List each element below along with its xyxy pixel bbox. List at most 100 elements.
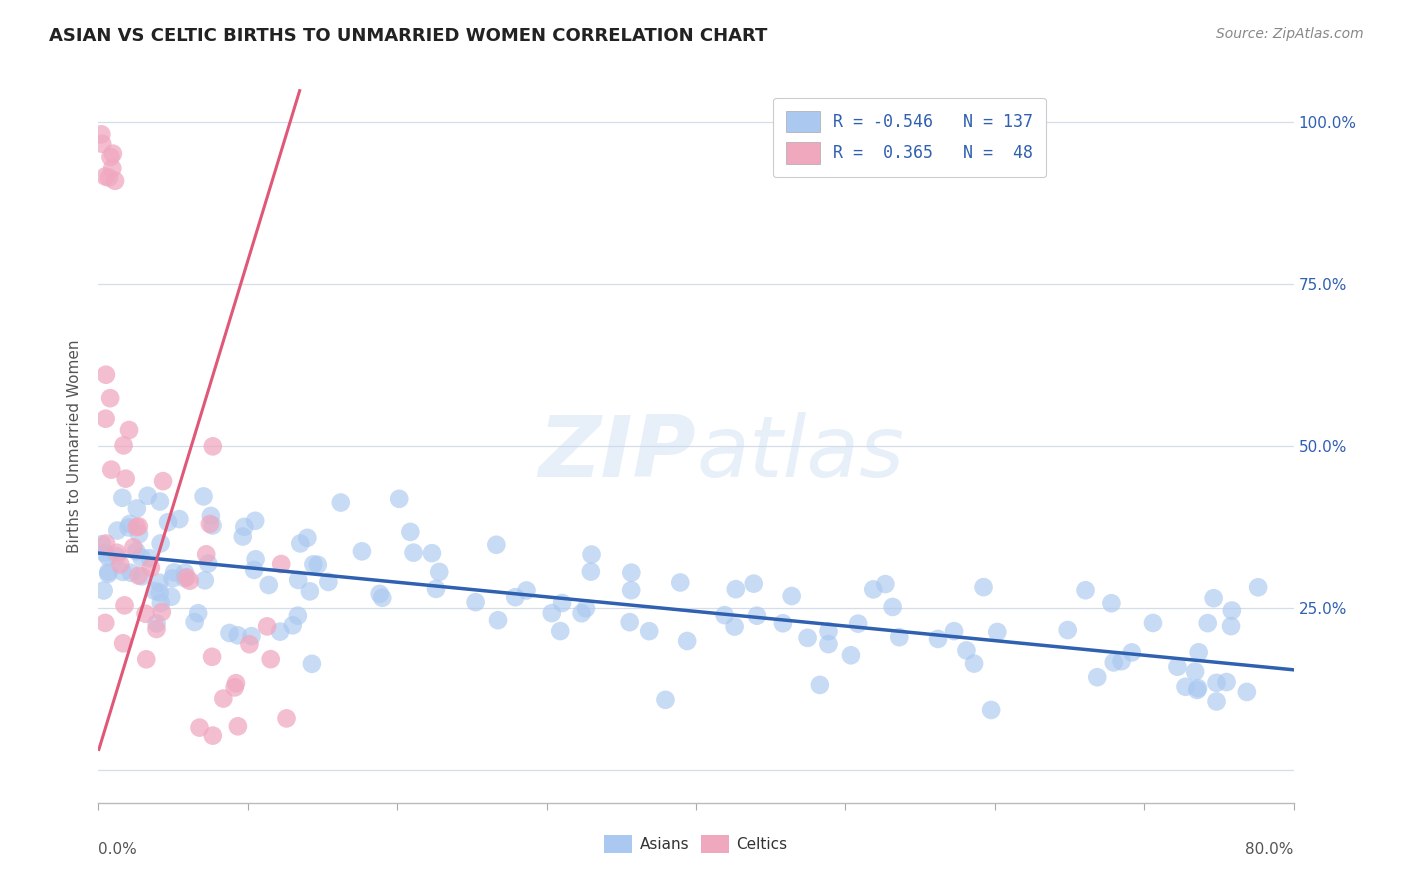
Point bbox=[94, 169, 117, 184]
Point bbox=[145, 622, 167, 636]
Point bbox=[90, 537, 112, 551]
Point bbox=[201, 439, 224, 453]
Point bbox=[1099, 596, 1122, 610]
Point bbox=[281, 618, 304, 632]
Point bbox=[1074, 583, 1097, 598]
Point bbox=[105, 549, 128, 564]
Point bbox=[581, 548, 603, 562]
Point bbox=[269, 624, 291, 639]
Point bbox=[120, 566, 142, 580]
Point bbox=[368, 587, 391, 601]
Point bbox=[302, 558, 325, 572]
Point bbox=[226, 628, 249, 642]
Point bbox=[110, 558, 132, 572]
Point bbox=[224, 681, 246, 695]
Point bbox=[540, 606, 562, 620]
Point bbox=[1247, 580, 1270, 594]
Point bbox=[388, 491, 411, 506]
Point bbox=[882, 599, 904, 614]
Text: Source: ZipAtlas.com: Source: ZipAtlas.com bbox=[1216, 27, 1364, 41]
Point bbox=[772, 616, 794, 631]
Point bbox=[486, 613, 509, 627]
Point bbox=[638, 624, 661, 639]
Point bbox=[201, 649, 224, 664]
Point bbox=[780, 589, 803, 603]
Point bbox=[464, 595, 486, 609]
Point bbox=[817, 637, 839, 651]
Point bbox=[114, 599, 136, 613]
Point bbox=[1185, 683, 1208, 698]
Point bbox=[427, 565, 450, 579]
Point bbox=[1102, 656, 1125, 670]
Point bbox=[125, 544, 148, 558]
Point bbox=[485, 538, 508, 552]
Point bbox=[148, 575, 170, 590]
Point bbox=[943, 624, 966, 639]
Point bbox=[198, 516, 221, 531]
Point bbox=[1215, 675, 1237, 690]
Point bbox=[620, 566, 643, 580]
Point bbox=[1197, 616, 1219, 631]
Point bbox=[742, 576, 765, 591]
Point bbox=[91, 136, 114, 151]
Point bbox=[297, 531, 319, 545]
Point bbox=[329, 495, 352, 509]
Point bbox=[973, 580, 995, 594]
Point bbox=[152, 474, 174, 488]
Point bbox=[111, 565, 134, 579]
Point bbox=[94, 615, 117, 630]
Point bbox=[98, 391, 121, 405]
Point bbox=[676, 634, 699, 648]
Point bbox=[420, 546, 443, 560]
Point bbox=[575, 601, 598, 615]
Point bbox=[1184, 665, 1206, 679]
Point bbox=[548, 624, 571, 638]
Point bbox=[174, 566, 197, 580]
Point bbox=[301, 657, 323, 671]
Point bbox=[173, 571, 195, 585]
Point bbox=[298, 584, 321, 599]
Point bbox=[425, 582, 447, 596]
Point bbox=[226, 719, 249, 733]
Point bbox=[745, 608, 768, 623]
Point bbox=[713, 608, 735, 623]
Point bbox=[551, 596, 574, 610]
Point bbox=[128, 519, 150, 533]
Point bbox=[104, 174, 127, 188]
Point bbox=[1142, 615, 1164, 630]
Text: 80.0%: 80.0% bbox=[1246, 842, 1294, 856]
Point bbox=[875, 577, 897, 591]
Point bbox=[122, 541, 145, 555]
Point bbox=[808, 678, 831, 692]
Point bbox=[505, 590, 527, 604]
Point bbox=[200, 508, 222, 523]
Point bbox=[276, 711, 298, 725]
Point bbox=[1202, 591, 1225, 606]
Point bbox=[402, 546, 425, 560]
Point bbox=[232, 529, 254, 543]
Point bbox=[139, 560, 162, 574]
Point bbox=[157, 515, 180, 529]
Point bbox=[724, 582, 747, 597]
Point bbox=[889, 630, 911, 644]
Point bbox=[257, 578, 280, 592]
Point bbox=[350, 544, 373, 558]
Point bbox=[114, 472, 136, 486]
Point bbox=[183, 615, 205, 629]
Point bbox=[138, 551, 160, 566]
Point bbox=[118, 423, 141, 437]
Point bbox=[94, 368, 117, 382]
Point bbox=[94, 411, 117, 425]
Point bbox=[176, 570, 198, 584]
Point bbox=[118, 516, 141, 531]
Point bbox=[839, 648, 862, 663]
Point bbox=[105, 524, 128, 538]
Point bbox=[233, 520, 256, 534]
Point bbox=[1220, 603, 1243, 617]
Point bbox=[287, 573, 309, 587]
Point bbox=[212, 691, 235, 706]
Point bbox=[620, 583, 643, 598]
Point bbox=[201, 729, 224, 743]
Point bbox=[143, 584, 166, 599]
Point bbox=[195, 547, 218, 561]
